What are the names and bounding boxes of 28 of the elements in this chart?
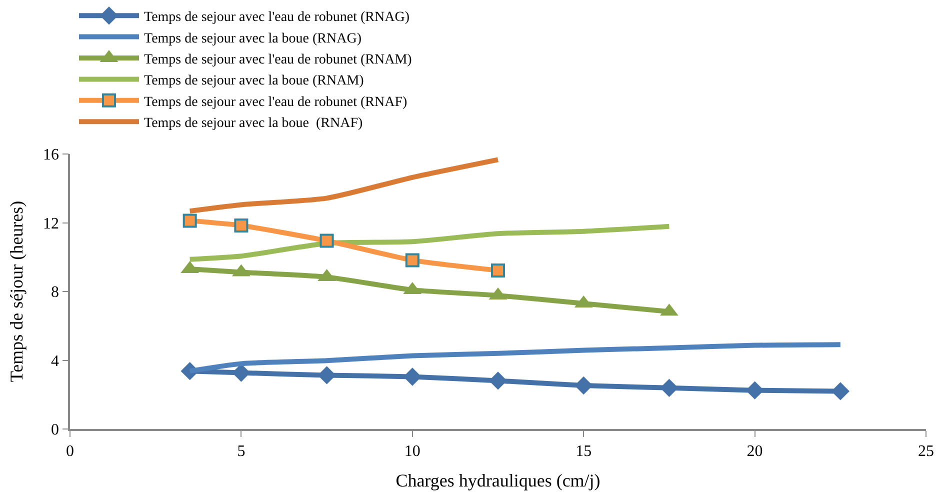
y-tick-label: 8 — [51, 284, 60, 302]
y-axis-title: Temps de séjour (heures) — [6, 200, 27, 382]
y-tick-label: 16 — [43, 146, 60, 164]
point — [320, 234, 334, 248]
legend-label: Temps de sejour avec la boue (RNAG) — [144, 31, 362, 46]
point — [182, 214, 197, 228]
point — [234, 218, 248, 232]
x-tick-label: 10 — [404, 442, 420, 460]
y-tick-label: 4 — [51, 352, 60, 370]
legend-label: Temps de sejour avec la boue (RNAM) — [144, 74, 364, 89]
legend-label: Temps de sejour avec l'eau de robunet (RNAF) — [144, 94, 408, 110]
point — [488, 372, 508, 390]
x-tick-label: 0 — [66, 442, 74, 460]
point — [405, 253, 420, 268]
point — [660, 378, 678, 398]
point — [491, 264, 505, 278]
legend-label: Temps de sejour avec l'eau de robunet (RNAM) — [144, 52, 412, 68]
legend-label: Temps de sejour avec l'eau de robunet (RNAG) — [144, 10, 410, 26]
x-tick-label: 20 — [746, 442, 763, 460]
y-tick-label: 0 — [51, 422, 60, 439]
point — [746, 381, 764, 400]
x-axis-title: Charges hydrauliques (cm/j) — [396, 470, 600, 491]
x-tick-label: 5 — [237, 442, 246, 460]
point — [574, 376, 593, 395]
y-tick-label: 12 — [43, 215, 60, 232]
x-tick-label: 25 — [918, 442, 934, 460]
legend-label: Temps de sejour avec la boue (RNAF) — [144, 116, 364, 132]
x-tick-label: 15 — [576, 442, 592, 460]
